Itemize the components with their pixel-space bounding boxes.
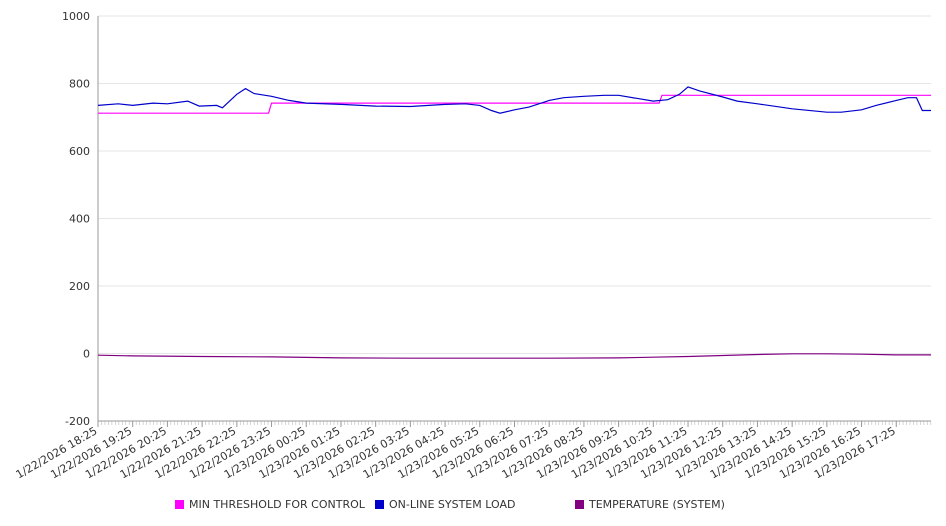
y-tick-label: -200 (65, 415, 90, 428)
y-tick-label: 1000 (62, 10, 90, 23)
legend-item-min-threshold[interactable]: MIN THRESHOLD FOR CONTROL (175, 498, 365, 511)
legend-swatch (175, 500, 184, 509)
y-axis-ticks: -200 0 200 400 600 800 1000 (62, 10, 90, 428)
legend-swatch (375, 500, 384, 509)
y-tick-label: 800 (69, 78, 90, 91)
legend-swatch (575, 500, 584, 509)
series-system-load (97, 86, 931, 114)
y-tick-label: 600 (69, 145, 90, 158)
legend-item-system-load[interactable]: ON-LINE SYSTEM LOAD (375, 498, 515, 511)
series-temperature (97, 353, 931, 359)
y-tick-label: 200 (69, 280, 90, 293)
x-axis-ticks: 1/22/2026 18:251/22/2026 19:251/22/2026 … (14, 421, 932, 481)
y-tick-label: 0 (83, 348, 90, 361)
axes (97, 16, 931, 422)
legend-label: TEMPERATURE (SYSTEM) (589, 498, 725, 511)
legend-item-temperature[interactable]: TEMPERATURE (SYSTEM) (575, 498, 725, 511)
series-lines (97, 86, 931, 359)
y-tick-label: 400 (69, 213, 90, 226)
grid-lines (98, 15, 931, 422)
legend-label: MIN THRESHOLD FOR CONTROL (189, 498, 365, 511)
legend-label: ON-LINE SYSTEM LOAD (389, 498, 516, 511)
series-min-threshold (98, 94, 931, 114)
